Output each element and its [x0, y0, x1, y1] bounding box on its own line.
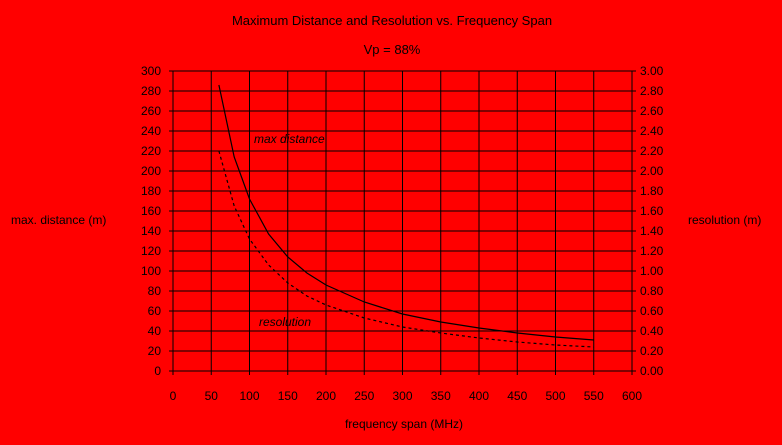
grid: [169, 70, 636, 375]
y-left-axis-label: max. distance (m): [11, 213, 106, 227]
x-tick-label: 400: [469, 389, 489, 403]
y-right-tick-label: 1.20: [640, 244, 664, 258]
y-right-tick-label: 0.40: [640, 324, 664, 338]
y-right-tick-label: 0.80: [640, 284, 664, 298]
x-tick-label: 550: [584, 389, 604, 403]
x-axis-label: frequency span (MHz): [345, 417, 463, 431]
y-left-tick-label: 260: [141, 104, 161, 118]
x-tick-label: 250: [354, 389, 374, 403]
y-right-tick-label: 2.20: [640, 144, 664, 158]
y-left-tick-label: 100: [141, 264, 161, 278]
y-right-tick-label: 2.80: [640, 84, 664, 98]
tick-labels: 0 50 100 150 200 250 300 350 400 450 500 550 600 0 20 4…: [141, 64, 664, 403]
y-right-tick-label: 0.60: [640, 304, 664, 318]
y-left-tick-label: 180: [141, 184, 161, 198]
series-lines: [218, 84, 594, 348]
series-line-resolution: [218, 150, 594, 348]
y-left-tick-label: 300: [141, 64, 161, 78]
y-left-tick-label: 160: [141, 204, 161, 218]
x-tick-label: 200: [316, 389, 336, 403]
y-left-tick-label: 120: [141, 244, 161, 258]
y-right-tick-label: 0.00: [640, 364, 664, 378]
y-left-tick-label: 20: [148, 344, 162, 358]
y-left-tick-label: 140: [141, 224, 161, 238]
y-right-tick-label: 3.00: [640, 64, 664, 78]
x-tick-label: 100: [239, 389, 259, 403]
x-tick-label: 50: [205, 389, 219, 403]
y-left-tick-label: 280: [141, 84, 161, 98]
x-tick-label: 350: [431, 389, 451, 403]
y-left-tick-label: 220: [141, 144, 161, 158]
x-tick-label: 600: [622, 389, 642, 403]
y-right-tick-label: 2.00: [640, 164, 664, 178]
y-right-tick-label: 1.80: [640, 184, 664, 198]
y-left-tick-label: 60: [148, 304, 162, 318]
y-left-tick-label: 0: [154, 364, 161, 378]
y-right-tick-label: 1.00: [640, 264, 664, 278]
series-label-max-distance: max distance: [254, 132, 325, 146]
y-right-tick-label: 2.40: [640, 124, 664, 138]
x-tick-label: 500: [545, 389, 565, 403]
y-right-tick-label: 2.60: [640, 104, 664, 118]
y-left-tick-label: 40: [148, 324, 162, 338]
y-left-tick-label: 200: [141, 164, 161, 178]
x-tick-label: 300: [392, 389, 412, 403]
x-tick-label: 150: [278, 389, 298, 403]
x-tick-label: 0: [170, 389, 177, 403]
y-left-tick-label: 80: [148, 284, 162, 298]
y-right-tick-label: 0.20: [640, 344, 664, 358]
chart-title: Maximum Distance and Resolution vs. Freq…: [232, 13, 552, 28]
y-right-tick-label: 1.40: [640, 224, 664, 238]
series-line-max-distance: [218, 84, 594, 341]
x-tick-label: 450: [507, 389, 527, 403]
y-right-axis-label: resolution (m): [688, 213, 761, 227]
chart-subtitle: Vp = 88%: [364, 42, 421, 57]
plot-area: [172, 70, 633, 372]
series-label-resolution: resolution: [259, 315, 311, 329]
plot-border: [172, 70, 633, 372]
y-right-tick-label: 1.60: [640, 204, 664, 218]
y-left-tick-label: 240: [141, 124, 161, 138]
